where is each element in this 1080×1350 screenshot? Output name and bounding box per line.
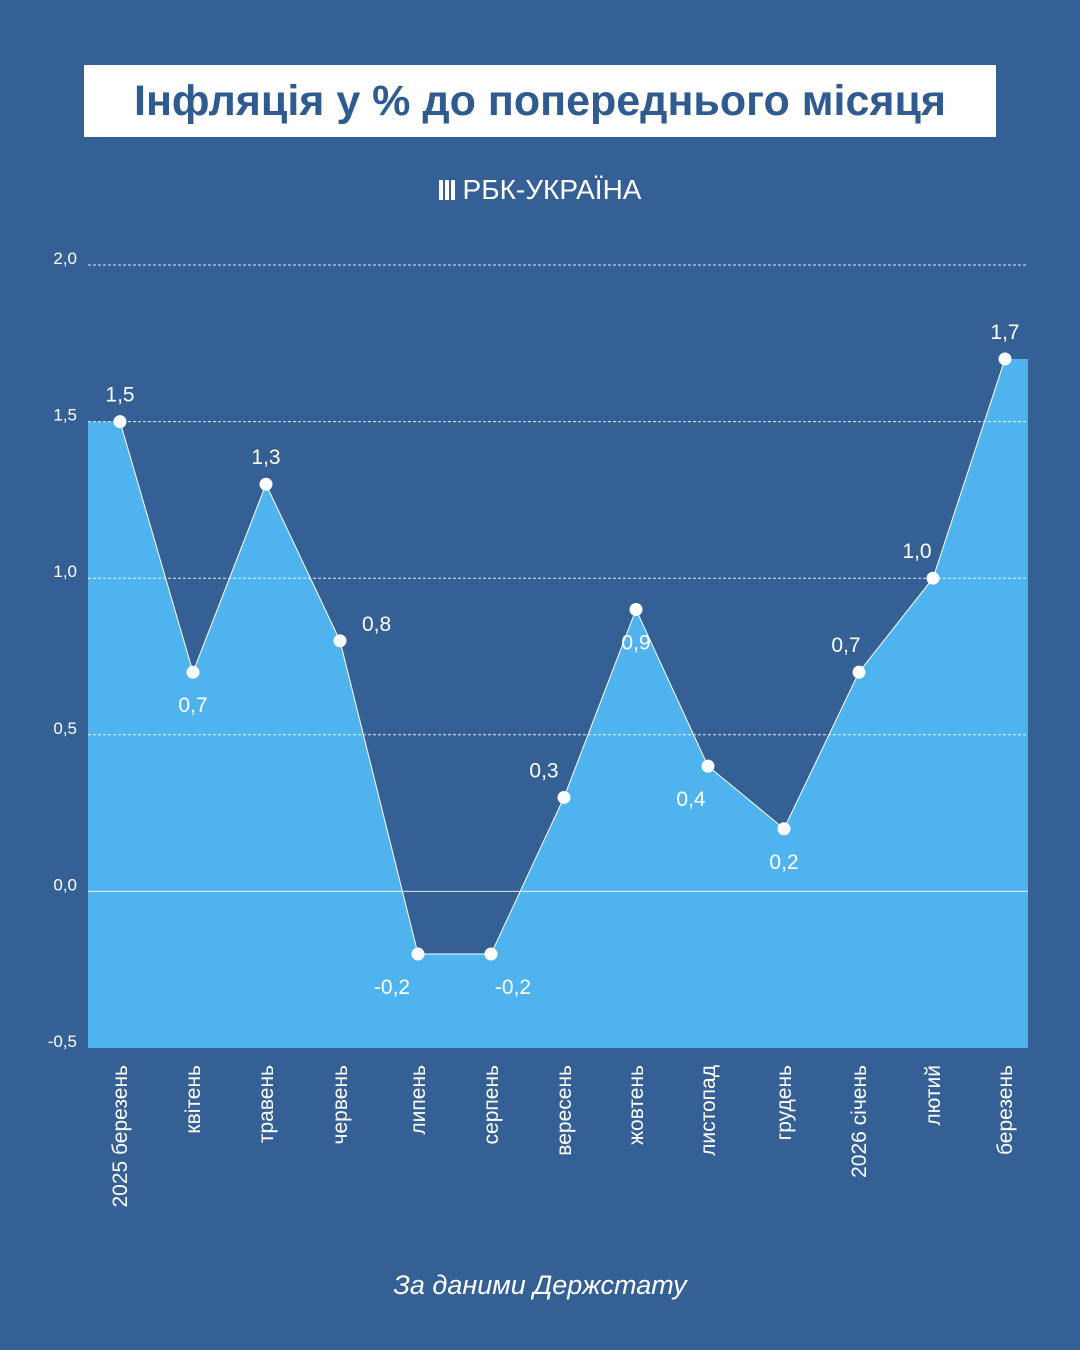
x-tick-label: вересень [553,1065,576,1156]
x-tick-label: 2025 березень [109,1065,132,1208]
data-label: -0,2 [374,976,410,999]
data-label: 0,2 [769,851,798,874]
data-point [629,603,643,617]
title-box: Інфляція у % до попереднього місяця [84,65,996,137]
data-point [484,947,498,961]
logo-icon [438,180,455,200]
x-tick-label: квітень [182,1065,205,1134]
data-label: 1,3 [251,446,280,469]
y-tick-label: 2,0 [53,249,77,268]
x-tick-label: 2026 січень [848,1065,871,1178]
x-tick-label: березень [994,1065,1017,1155]
data-point [411,947,425,961]
data-label: 1,0 [902,540,931,563]
x-tick-label: травень [255,1065,278,1143]
data-point [113,415,127,429]
y-tick-label: 0,0 [53,875,77,894]
data-label: 0,9 [621,632,650,655]
source-note: За даними Держстату [393,1270,687,1300]
y-tick-label: 1,0 [53,562,77,581]
x-tick-label: серпень [480,1065,503,1145]
x-tick-label: лютий [922,1065,945,1126]
y-tick-label: -0,5 [48,1032,77,1051]
data-label: 0,4 [676,788,706,811]
data-point [998,352,1012,366]
data-point [333,634,347,648]
data-point [557,790,571,804]
x-tick-label: липень [407,1065,430,1135]
data-point [259,477,273,491]
logo-text: РБК-УКРАЇНА [462,174,642,205]
data-label: 1,5 [105,384,134,407]
y-tick-label: 1,5 [53,406,77,425]
x-tick-label: жовтень [625,1065,648,1145]
data-label: 0,3 [529,759,558,782]
data-label: -0,2 [495,976,531,999]
data-label: 0,7 [831,634,860,657]
x-tick-label: листопад [697,1065,720,1156]
data-point [926,571,940,585]
data-point [777,822,791,836]
data-label: 0,8 [362,613,391,636]
chart-title: Інфляція у % до попереднього місяця [134,76,946,125]
y-tick-label: 0,5 [53,719,77,738]
data-point [701,759,715,773]
x-tick-label: червень [329,1065,352,1144]
x-tick-label: грудень [773,1065,796,1140]
data-label: 0,7 [178,694,207,717]
area-fill [88,358,1028,1049]
logo: РБК-УКРАЇНА [0,174,1080,206]
data-point [186,665,200,679]
data-point [852,665,866,679]
data-label: 1,7 [990,321,1019,344]
